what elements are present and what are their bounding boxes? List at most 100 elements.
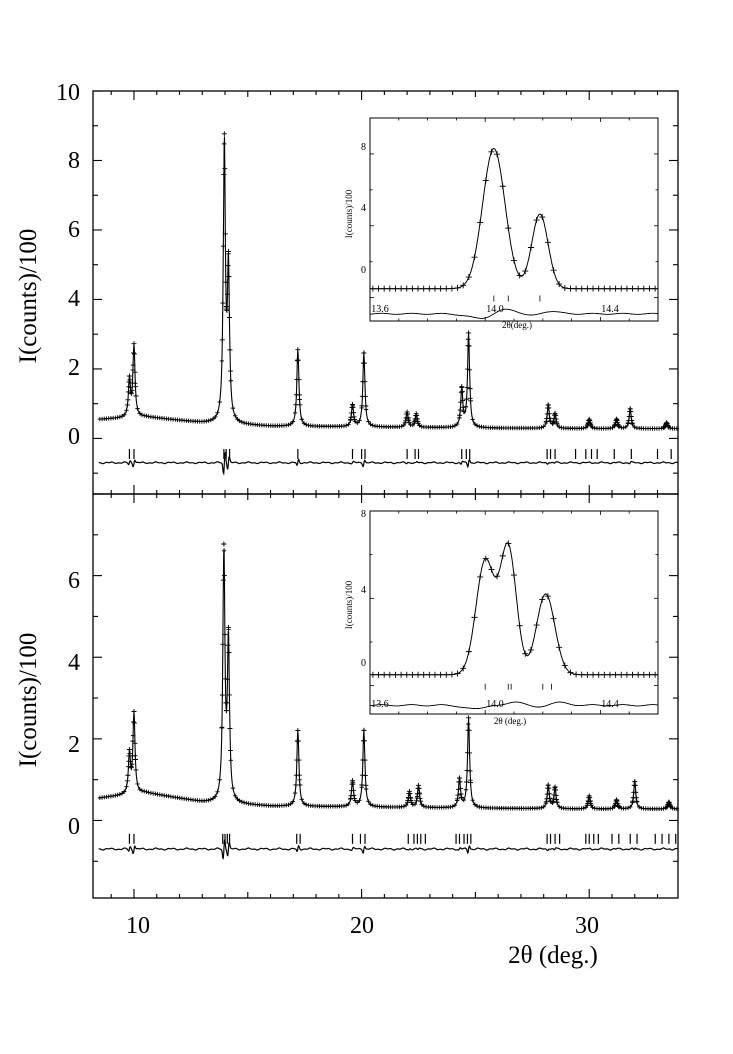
observed-point — [220, 300, 226, 306]
observed-point — [464, 396, 470, 402]
inset-observed-point — [527, 244, 534, 251]
observed-point — [210, 796, 216, 801]
observed-point — [239, 419, 245, 425]
observed-point — [368, 422, 373, 427]
top-y-tick-label: 4 — [68, 286, 80, 312]
inset-observed-point — [392, 285, 399, 292]
observed-point — [125, 772, 131, 778]
bottom-y-ticks — [93, 493, 678, 862]
inset-observed-point — [584, 671, 591, 678]
bottom-inset-frame — [369, 510, 659, 715]
observed-point — [407, 794, 413, 800]
observed-point — [416, 782, 422, 788]
observed-point — [346, 422, 351, 427]
observed-point — [467, 367, 473, 373]
observed-point — [350, 781, 356, 787]
observed-point — [543, 419, 549, 425]
inset-observed-point — [640, 285, 647, 292]
observed-point — [225, 624, 231, 630]
observed-point — [295, 357, 301, 363]
observed-point — [466, 330, 472, 336]
observed-point — [292, 410, 298, 416]
observed-point — [299, 797, 304, 802]
observed-point — [225, 642, 231, 648]
inset-observed-point — [606, 671, 613, 678]
observed-point — [215, 789, 220, 795]
bottom-inset-y-tick-label: 4 — [361, 585, 366, 596]
inset-observed-point — [386, 671, 393, 678]
bottom-y-tick-label: 0 — [68, 814, 80, 840]
observed-point — [553, 416, 559, 422]
observed-point — [355, 800, 360, 805]
observed-point — [474, 423, 480, 428]
bottom-inset-x-axis-label: 2θ (deg.) — [494, 716, 526, 726]
bottom-panel-frame — [92, 493, 679, 899]
observed-point — [227, 725, 233, 731]
observed-point — [472, 421, 478, 427]
observed-point — [224, 700, 230, 706]
observed-point — [295, 728, 301, 734]
observed-point — [226, 649, 232, 655]
observed-point — [119, 414, 125, 419]
observed-point — [129, 387, 135, 393]
inset-observed-point — [471, 254, 478, 261]
observed-point — [366, 419, 371, 424]
observed-point — [115, 792, 120, 798]
observed-point — [546, 411, 552, 417]
inset-observed-point — [640, 671, 647, 678]
observed-point — [588, 423, 594, 429]
observed-point — [628, 409, 634, 415]
observed-point — [399, 424, 404, 429]
observed-point — [470, 798, 475, 803]
observed-point — [553, 792, 559, 798]
top-y-axis-label: I(counts)/100 — [15, 229, 42, 364]
observed-point — [552, 784, 558, 790]
inset-observed-point — [618, 285, 625, 292]
bottom-y-axis-label: I(counts)/100 — [15, 633, 42, 768]
observed-point — [124, 408, 129, 413]
observed-point — [124, 402, 130, 408]
observed-point — [219, 337, 225, 343]
observed-point — [217, 399, 222, 405]
observed-point — [632, 424, 637, 430]
observed-point — [351, 792, 357, 798]
observed-point — [450, 804, 455, 809]
observed-point — [362, 393, 368, 399]
inset-observed-point — [590, 285, 597, 292]
inset-observed-point — [595, 285, 602, 292]
observed-point — [357, 798, 362, 803]
observed-point — [554, 421, 560, 427]
bottom-inset-y-tick-label: 0 — [361, 658, 366, 669]
observed-point — [361, 350, 367, 356]
observed-point — [131, 341, 137, 347]
observed-point — [297, 777, 302, 782]
observed-point — [554, 797, 560, 803]
inset-observed-point — [431, 671, 438, 678]
observed-point — [627, 406, 633, 412]
observed-point — [457, 786, 463, 792]
observed-point — [362, 379, 368, 385]
difference-curve — [98, 451, 678, 476]
observed-point — [412, 802, 418, 807]
observed-point — [405, 415, 411, 421]
observed-point — [615, 802, 621, 808]
inset-observed-point — [561, 284, 568, 291]
inset-observed-point — [612, 285, 619, 292]
observed-point — [362, 772, 368, 778]
observed-point — [461, 408, 467, 414]
observed-point — [553, 787, 559, 793]
inset-observed-point — [398, 285, 405, 292]
observed-point — [222, 632, 228, 638]
top-main-plot — [97, 131, 680, 476]
inset-observed-point — [437, 285, 444, 292]
inset-observed-point — [499, 552, 506, 559]
inset-observed-point — [612, 671, 619, 678]
inset-observed-point — [465, 648, 472, 655]
inset-observed-point — [539, 214, 546, 221]
inset-observed-point — [392, 671, 399, 678]
observed-point — [221, 131, 227, 137]
inset-observed-point — [561, 662, 568, 669]
observed-point — [633, 795, 639, 801]
observed-point — [135, 406, 140, 411]
inset-observed-point — [437, 671, 444, 678]
